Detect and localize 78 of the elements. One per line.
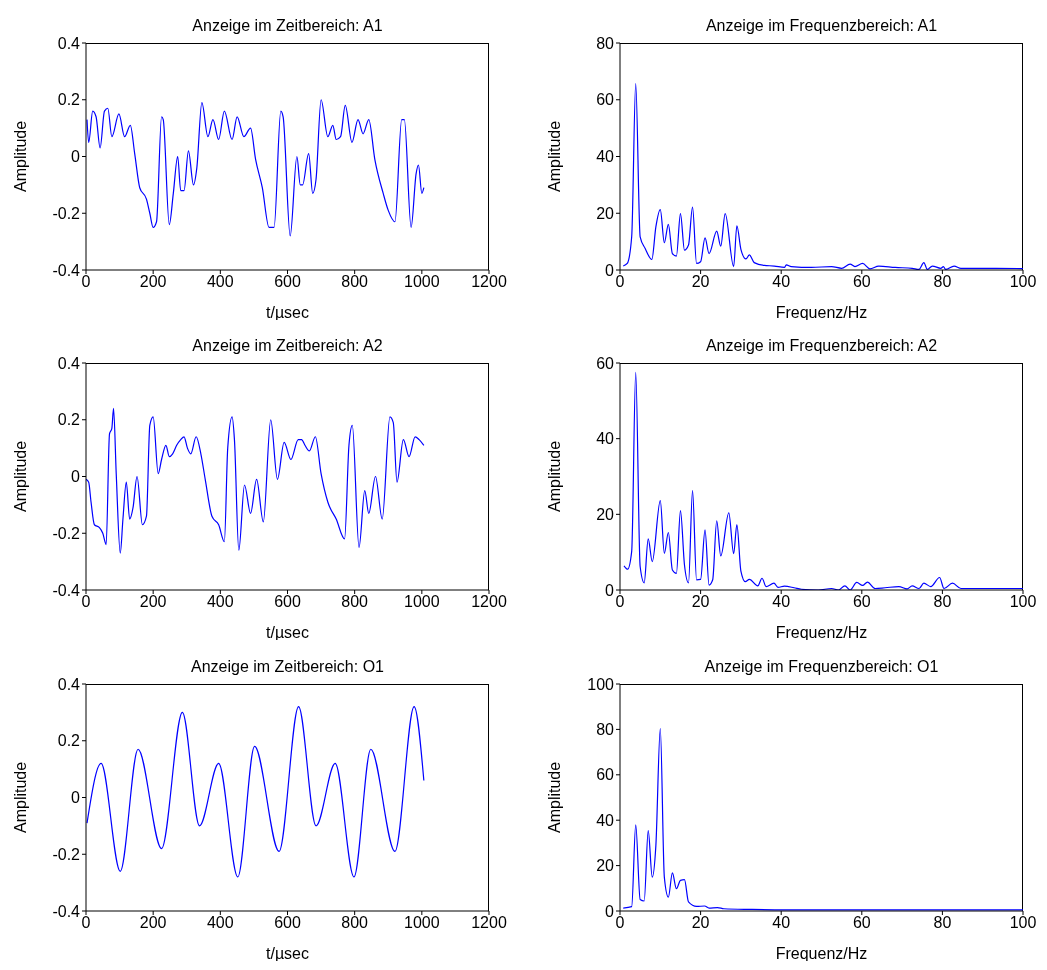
x-tick-label: 100	[1009, 273, 1037, 291]
y-tick-label: 100	[587, 675, 615, 693]
y-axis-title: Amplitude	[546, 439, 564, 515]
chart-title: Anzeige im Frequenzbereich: A1	[704, 17, 939, 35]
y-axis-title: Amplitude	[546, 760, 564, 836]
y-tick-label: 0	[71, 148, 81, 166]
y-tick-label: -0.4	[52, 581, 81, 599]
x-tick-label: 600	[274, 593, 301, 611]
x-tick-label: 800	[341, 273, 369, 291]
x-tick-label: 40	[772, 914, 791, 932]
x-tick-label: 600	[274, 273, 301, 291]
y-axis-title: Amplitude	[12, 119, 30, 195]
x-tick-label: 60	[852, 593, 871, 611]
y-tick-label: 0.2	[57, 732, 81, 750]
y-tick-label: 80	[596, 34, 615, 52]
x-tick-label: 800	[341, 914, 369, 932]
y-tick-label: -0.2	[52, 845, 81, 863]
x-tick-label: 200	[139, 914, 167, 932]
x-tick-label: 40	[772, 273, 791, 291]
line-series	[86, 407, 425, 554]
y-tick-label: 40	[596, 430, 615, 448]
y-tick-label: 0.2	[57, 411, 81, 429]
y-axis-title: Amplitude	[12, 760, 30, 836]
y-axis-title: Amplitude	[546, 119, 564, 195]
y-tick-label: 60	[596, 354, 615, 372]
y-tick-label: 0	[71, 468, 81, 486]
y-tick-label: 60	[596, 766, 615, 784]
y-tick-label: -0.4	[52, 902, 81, 920]
y-tick-label: -0.2	[52, 204, 81, 222]
line-series	[86, 99, 425, 237]
chart-title: Anzeige im Zeitbereich: A1	[191, 17, 384, 35]
chart-title: Anzeige im Zeitbereich: A2	[191, 337, 384, 355]
y-tick-label: 20	[596, 204, 615, 222]
line-series	[86, 706, 425, 878]
x-tick-label: 20	[691, 914, 710, 932]
x-tick-label: 100	[1009, 914, 1037, 932]
y-tick-label: 20	[596, 857, 615, 875]
chart-title: Anzeige im Zeitbereich: O1	[190, 658, 385, 676]
y-tick-label: 40	[596, 148, 615, 166]
x-tick-label: 1000	[404, 593, 440, 611]
y-tick-label: 40	[596, 811, 615, 829]
x-tick-label: 80	[933, 273, 952, 291]
x-tick-label: 400	[206, 593, 234, 611]
x-tick-label: 80	[933, 914, 952, 932]
y-tick-label: 0.4	[57, 675, 81, 693]
x-tick-label: 100	[1009, 593, 1037, 611]
y-tick-label: 60	[596, 91, 615, 109]
y-tick-label: -0.4	[52, 261, 81, 279]
x-tick-label: 400	[206, 914, 234, 932]
x-tick-label: 600	[274, 914, 301, 932]
y-tick-label: 80	[596, 721, 615, 739]
x-tick-label: 1000	[404, 914, 440, 932]
x-tick-label: 200	[139, 273, 167, 291]
chart-title: Anzeige im Frequenzbereich: O1	[703, 658, 940, 676]
y-tick-label: 0	[605, 261, 615, 279]
y-tick-label: 0.4	[57, 354, 81, 372]
y-tick-label: 0	[71, 789, 81, 807]
x-tick-label: 80	[933, 593, 952, 611]
y-tick-label: 20	[596, 506, 615, 524]
y-axis-title: Amplitude	[12, 439, 30, 515]
x-tick-label: 200	[139, 593, 167, 611]
x-tick-label: 60	[852, 273, 871, 291]
x-tick-label: 1200	[471, 273, 507, 291]
x-tick-label: 800	[341, 593, 369, 611]
x-tick-label: 20	[691, 273, 710, 291]
x-tick-label: 1200	[471, 914, 507, 932]
x-tick-label: 1000	[404, 273, 440, 291]
y-tick-label: 0.4	[57, 34, 81, 52]
x-tick-label: 400	[206, 273, 234, 291]
x-tick-label: 40	[772, 593, 791, 611]
y-tick-label: 0	[605, 902, 615, 920]
x-tick-label: 1200	[471, 593, 507, 611]
chart-title: Anzeige im Frequenzbereich: A2	[704, 337, 939, 355]
x-tick-label: 20	[691, 593, 710, 611]
y-tick-label: 0.2	[57, 91, 81, 109]
y-tick-label: 0	[605, 581, 615, 599]
y-tick-label: -0.2	[52, 524, 81, 542]
x-tick-label: 60	[852, 914, 871, 932]
